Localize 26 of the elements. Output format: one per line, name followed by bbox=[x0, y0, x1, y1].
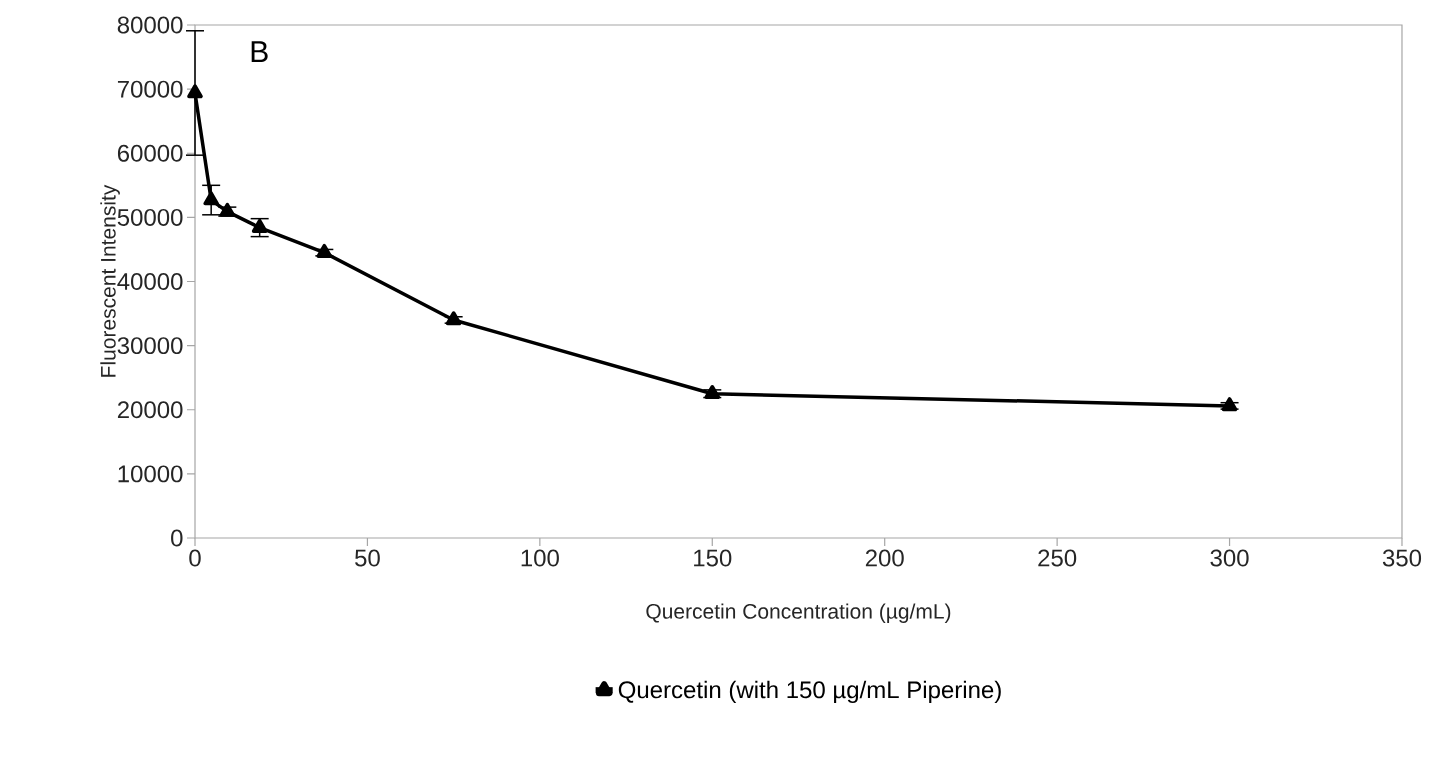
point bbox=[187, 84, 203, 99]
x-tick-label: 300 bbox=[1210, 549, 1249, 567]
y-tick-label: 20000 bbox=[117, 401, 183, 419]
point bbox=[445, 311, 462, 326]
point bbox=[704, 384, 721, 399]
point bbox=[1221, 397, 1238, 412]
y-tick-label: 50000 bbox=[117, 208, 183, 226]
point bbox=[203, 191, 219, 206]
x-tick-label: 50 bbox=[355, 549, 380, 567]
y-tick-label: 0 bbox=[171, 529, 183, 547]
y-tick-label: 30000 bbox=[117, 337, 183, 355]
y-tick-label: 70000 bbox=[117, 80, 183, 98]
annotation: B bbox=[251, 41, 268, 62]
y-tick-label: 60000 bbox=[117, 144, 183, 162]
point bbox=[251, 218, 268, 233]
legend-label: Quercetin (with 150 µg/mL Piperine) bbox=[618, 680, 1001, 704]
x-tick-label: 100 bbox=[521, 549, 559, 567]
x-tick-label: 0 bbox=[189, 549, 201, 567]
y-tick-label: 80000 bbox=[117, 16, 183, 34]
x-tick-label: 200 bbox=[865, 549, 904, 567]
x-tick-label: 350 bbox=[1382, 549, 1422, 567]
y-tick-label: 10000 bbox=[118, 465, 183, 483]
x-axis-title: Quercetin Concentration (µg/mL) bbox=[646, 603, 951, 623]
x-tick-label: 250 bbox=[1038, 549, 1077, 567]
point bbox=[316, 243, 333, 258]
x-tick-label: 150 bbox=[694, 549, 732, 567]
